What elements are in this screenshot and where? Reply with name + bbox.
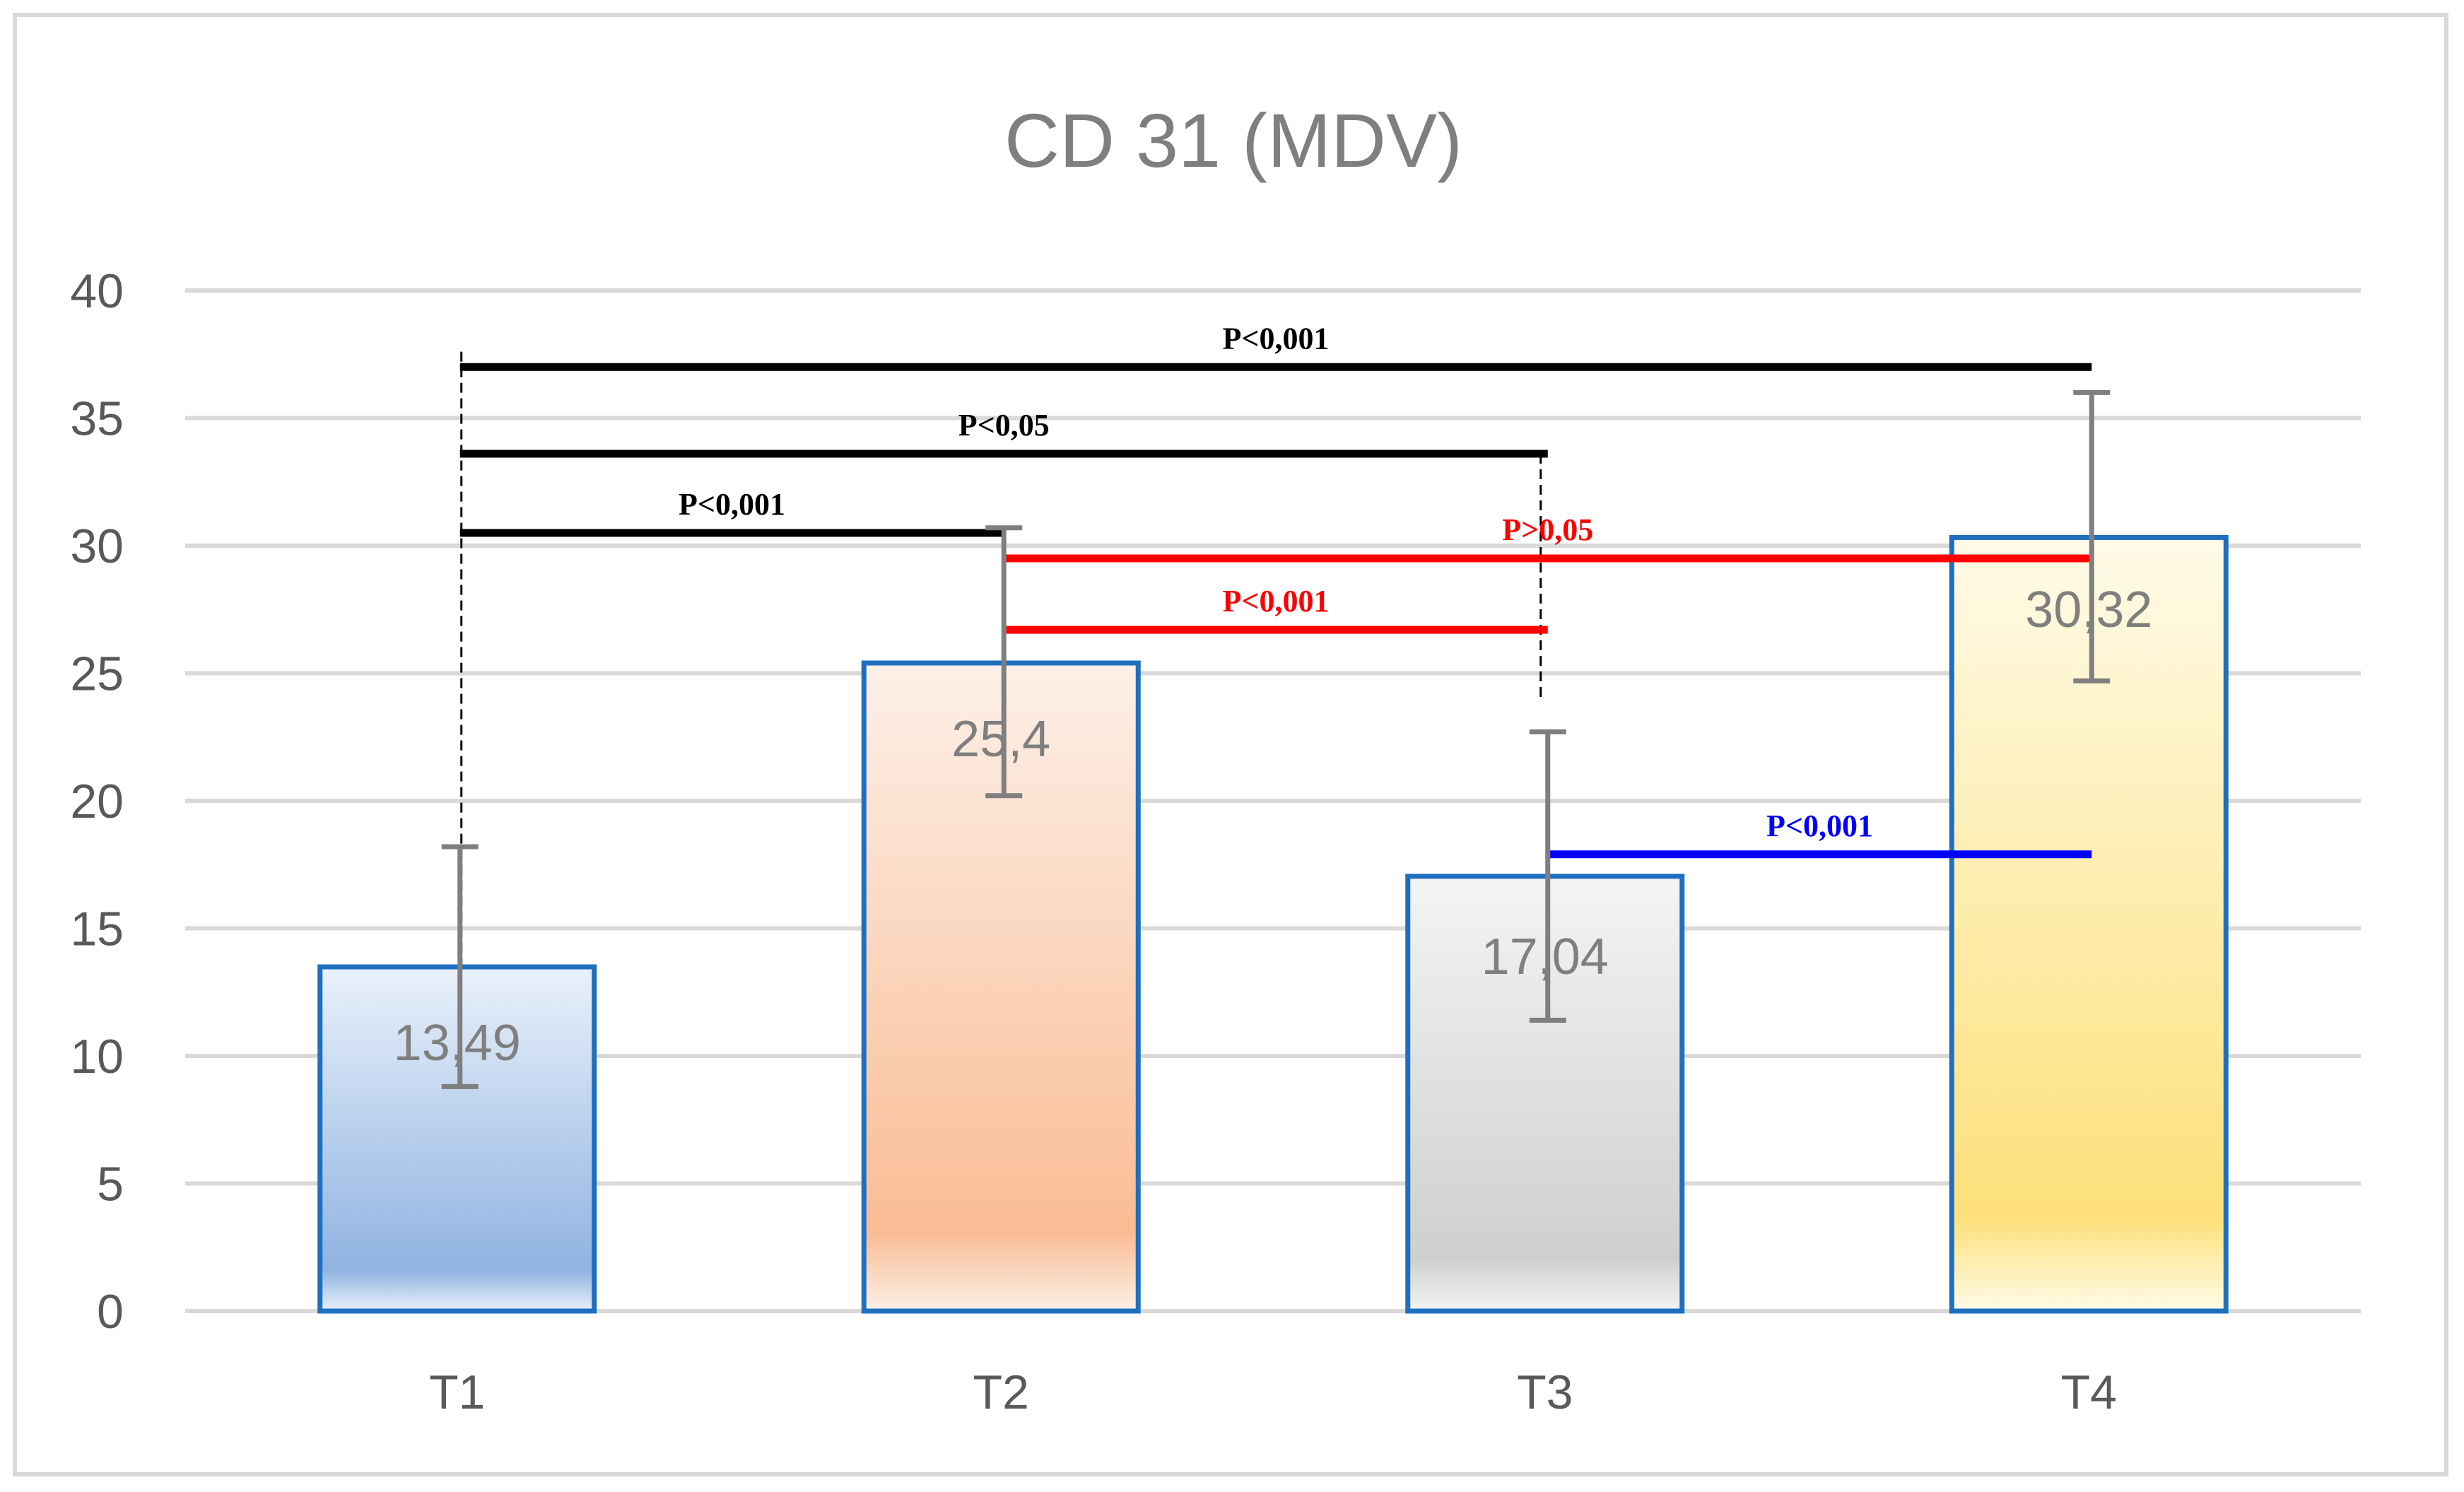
chart-title: CD 31 (MDV) [1004, 98, 1462, 183]
y-tick-label: 40 [70, 264, 124, 318]
data-label: 17,04 [1482, 929, 1609, 985]
p-value-label: P<0,001 [1223, 321, 1330, 356]
bar-t4 [1949, 534, 2229, 1314]
y-tick-label: 25 [70, 647, 124, 701]
y-tick-label: 5 [97, 1158, 124, 1211]
y-tick-label: 30 [70, 519, 124, 573]
bar-t2 [861, 660, 1141, 1314]
bar-t1 [317, 964, 597, 1314]
data-label: 25,4 [951, 711, 1050, 768]
x-tick-label: T1 [429, 1365, 485, 1419]
error-bars [441, 389, 2111, 1089]
value-labels: 13,49 25,4 17,04 30,32 [394, 582, 2153, 1071]
y-tick-label: 0 [97, 1285, 124, 1339]
bar-t3 [1405, 874, 1685, 1314]
y-tick-label: 15 [70, 903, 124, 956]
x-tick-label: T2 [973, 1365, 1029, 1419]
x-axis-labels: T1 T2 T3 T4 [429, 1365, 2117, 1419]
y-tick-label: 35 [70, 392, 124, 446]
data-label: 13,49 [394, 1015, 521, 1071]
data-label: 30,32 [2025, 582, 2152, 638]
p-value-label: P<0,001 [679, 487, 785, 522]
x-tick-label: T4 [2061, 1365, 2117, 1419]
bars [317, 534, 2229, 1314]
y-axis-ticks: 0 5 10 15 20 25 30 35 40 [70, 264, 124, 1339]
p-value-label: P<0,001 [1223, 584, 1330, 618]
x-tick-label: T3 [1517, 1365, 1573, 1419]
significance-brackets: P<0,001 P<0,05 P<0,001 P>0,05 P<0,001 P<0,001 [459, 321, 2092, 859]
y-tick-label: 10 [70, 1030, 124, 1083]
y-tick-label: 20 [70, 775, 124, 828]
p-value-label: P<0,001 [1766, 809, 1873, 843]
p-value-label: P<0,05 [958, 408, 1050, 442]
p-value-label: P>0,05 [1502, 512, 1593, 547]
